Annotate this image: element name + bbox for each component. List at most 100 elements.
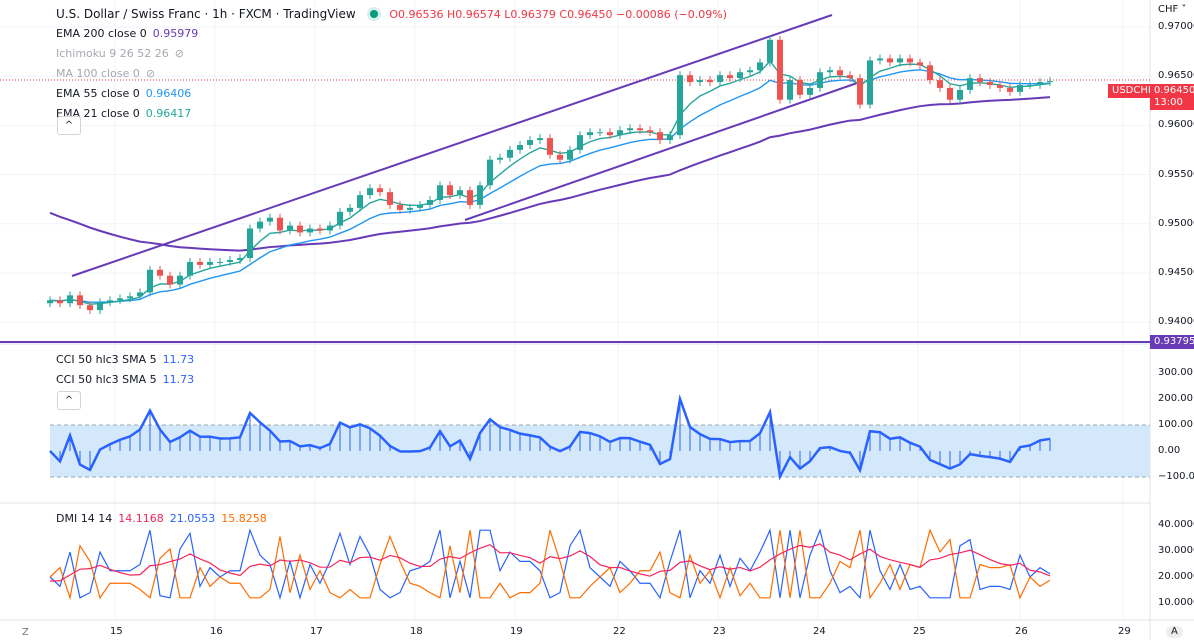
candle: [137, 292, 143, 297]
ohlc-values: O0.96536 H0.96574 L0.96379 C0.96450 −0.0…: [389, 8, 727, 21]
candle: [977, 78, 983, 83]
time-tick: 18: [410, 626, 423, 637]
lower-trendline: [464, 81, 861, 221]
dmi-label: DMI 14 14: [56, 512, 113, 525]
candle: [307, 228, 313, 233]
candle: [247, 228, 253, 259]
time-tick: 22: [613, 626, 626, 637]
candle: [887, 58, 893, 63]
indicator-value: 0.96406: [145, 87, 192, 100]
candle: [667, 135, 673, 141]
candle: [77, 295, 83, 306]
market-open-icon: [369, 10, 378, 18]
candle: [717, 75, 723, 83]
timezone-corner[interactable]: Z: [22, 627, 29, 638]
symbol-title: U.S. Dollar / Swiss Franc · 1h · FXCM · …: [56, 7, 727, 21]
candle: [577, 135, 583, 150]
candle: [787, 80, 793, 100]
candle: [57, 300, 63, 304]
candle: [497, 157, 503, 160]
candle: [67, 295, 73, 304]
candle: [997, 84, 1003, 88]
candle: [227, 259, 233, 262]
candle: [917, 62, 923, 66]
candle: [857, 78, 863, 105]
candle: [697, 80, 703, 83]
candle: [627, 128, 633, 131]
candle: [967, 78, 973, 90]
candle: [567, 149, 573, 160]
candle: [937, 80, 943, 88]
candle: [277, 217, 283, 231]
cci-tick: 200.00: [1158, 393, 1193, 404]
indicator-value: 0.95979: [152, 27, 199, 40]
collapse-legend-button[interactable]: ^: [57, 116, 81, 135]
last-price: 0.96450: [1154, 85, 1194, 96]
cci-label: CCI 50 hlc3 SMA 5: [56, 353, 157, 366]
hline-price-tag: 0.93795: [1150, 335, 1194, 349]
symbol-tag: USDCHF: [1108, 84, 1158, 98]
candle: [557, 154, 563, 160]
collapse-cci-legend-button[interactable]: ^: [57, 391, 81, 410]
dmi-tick: 20.0000: [1158, 571, 1194, 582]
candle: [587, 132, 593, 136]
candle: [157, 269, 163, 276]
candle: [207, 261, 213, 265]
candle: [167, 275, 173, 285]
cci-tick: 0.00: [1158, 445, 1181, 456]
candle: [427, 200, 433, 205]
candle: [177, 275, 183, 285]
time-tick: 25: [913, 626, 926, 637]
candle: [687, 75, 693, 83]
candle: [637, 128, 643, 131]
candle: [147, 269, 153, 293]
candle: [1027, 84, 1033, 86]
candle: [707, 80, 713, 83]
candle: [897, 58, 903, 63]
indicator-legend-2: MA 100 close 0 ⊘: [56, 67, 155, 80]
hidden-eye-icon[interactable]: ⊘: [174, 47, 184, 60]
candle: [267, 217, 273, 222]
candle: [87, 305, 93, 311]
adx-line: [49, 543, 1051, 582]
candle: [237, 258, 243, 260]
dmi-tick: 40.0000: [1158, 519, 1194, 530]
symbol-title-text: U.S. Dollar / Swiss Franc · 1h · FXCM · …: [56, 7, 356, 21]
candle: [877, 58, 883, 61]
candle: [737, 72, 743, 79]
candle: [357, 195, 363, 208]
dmi-legend: DMI 14 14 14.1168 21.0553 15.8258: [56, 512, 267, 525]
candle: [677, 75, 683, 136]
candle: [337, 211, 343, 226]
indicator-label: EMA 200 close 0: [56, 27, 147, 40]
candle: [1037, 82, 1043, 85]
candle: [47, 300, 53, 304]
time-tick: 26: [1015, 626, 1028, 637]
auto-scale-button[interactable]: A: [1166, 626, 1183, 638]
cci-legend-1: CCI 50 hlc3 SMA 5 11.73: [56, 353, 194, 366]
price-tick: 0.94000: [1158, 316, 1194, 328]
time-tick: 23: [713, 626, 726, 637]
dmi-tick: 30.0000: [1158, 545, 1194, 556]
candle: [457, 190, 463, 196]
candle: [537, 138, 543, 141]
candle: [507, 149, 513, 158]
candle: [797, 80, 803, 95]
upper-trendline: [71, 14, 833, 277]
bar-countdown: 13:00: [1154, 97, 1183, 108]
hidden-eye-icon[interactable]: ⊘: [145, 67, 156, 80]
cci-tick: 100.00: [1158, 419, 1193, 430]
candle: [477, 185, 483, 205]
candle: [257, 221, 263, 229]
candle: [347, 207, 353, 212]
candle: [907, 58, 913, 63]
indicator-label: Ichimoku 9 26 52 26: [56, 47, 169, 60]
candle: [327, 225, 333, 231]
currency-selector[interactable]: CHF ˅: [1158, 4, 1187, 15]
last-price-tag: 0.96450 13:00: [1150, 84, 1194, 110]
